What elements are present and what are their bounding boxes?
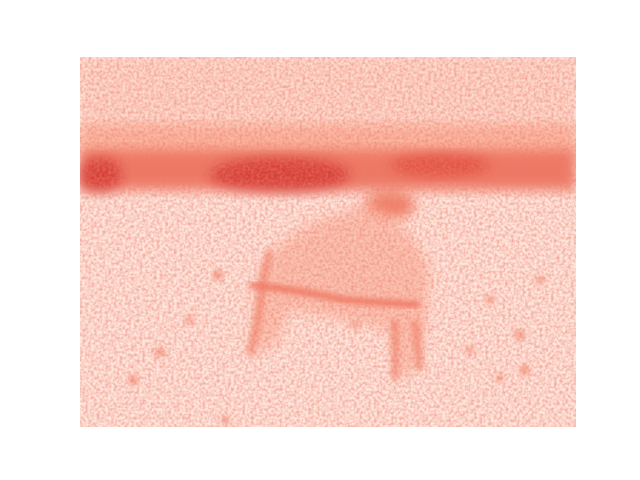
- heatmap-image: [80, 57, 576, 427]
- noise: [80, 57, 576, 427]
